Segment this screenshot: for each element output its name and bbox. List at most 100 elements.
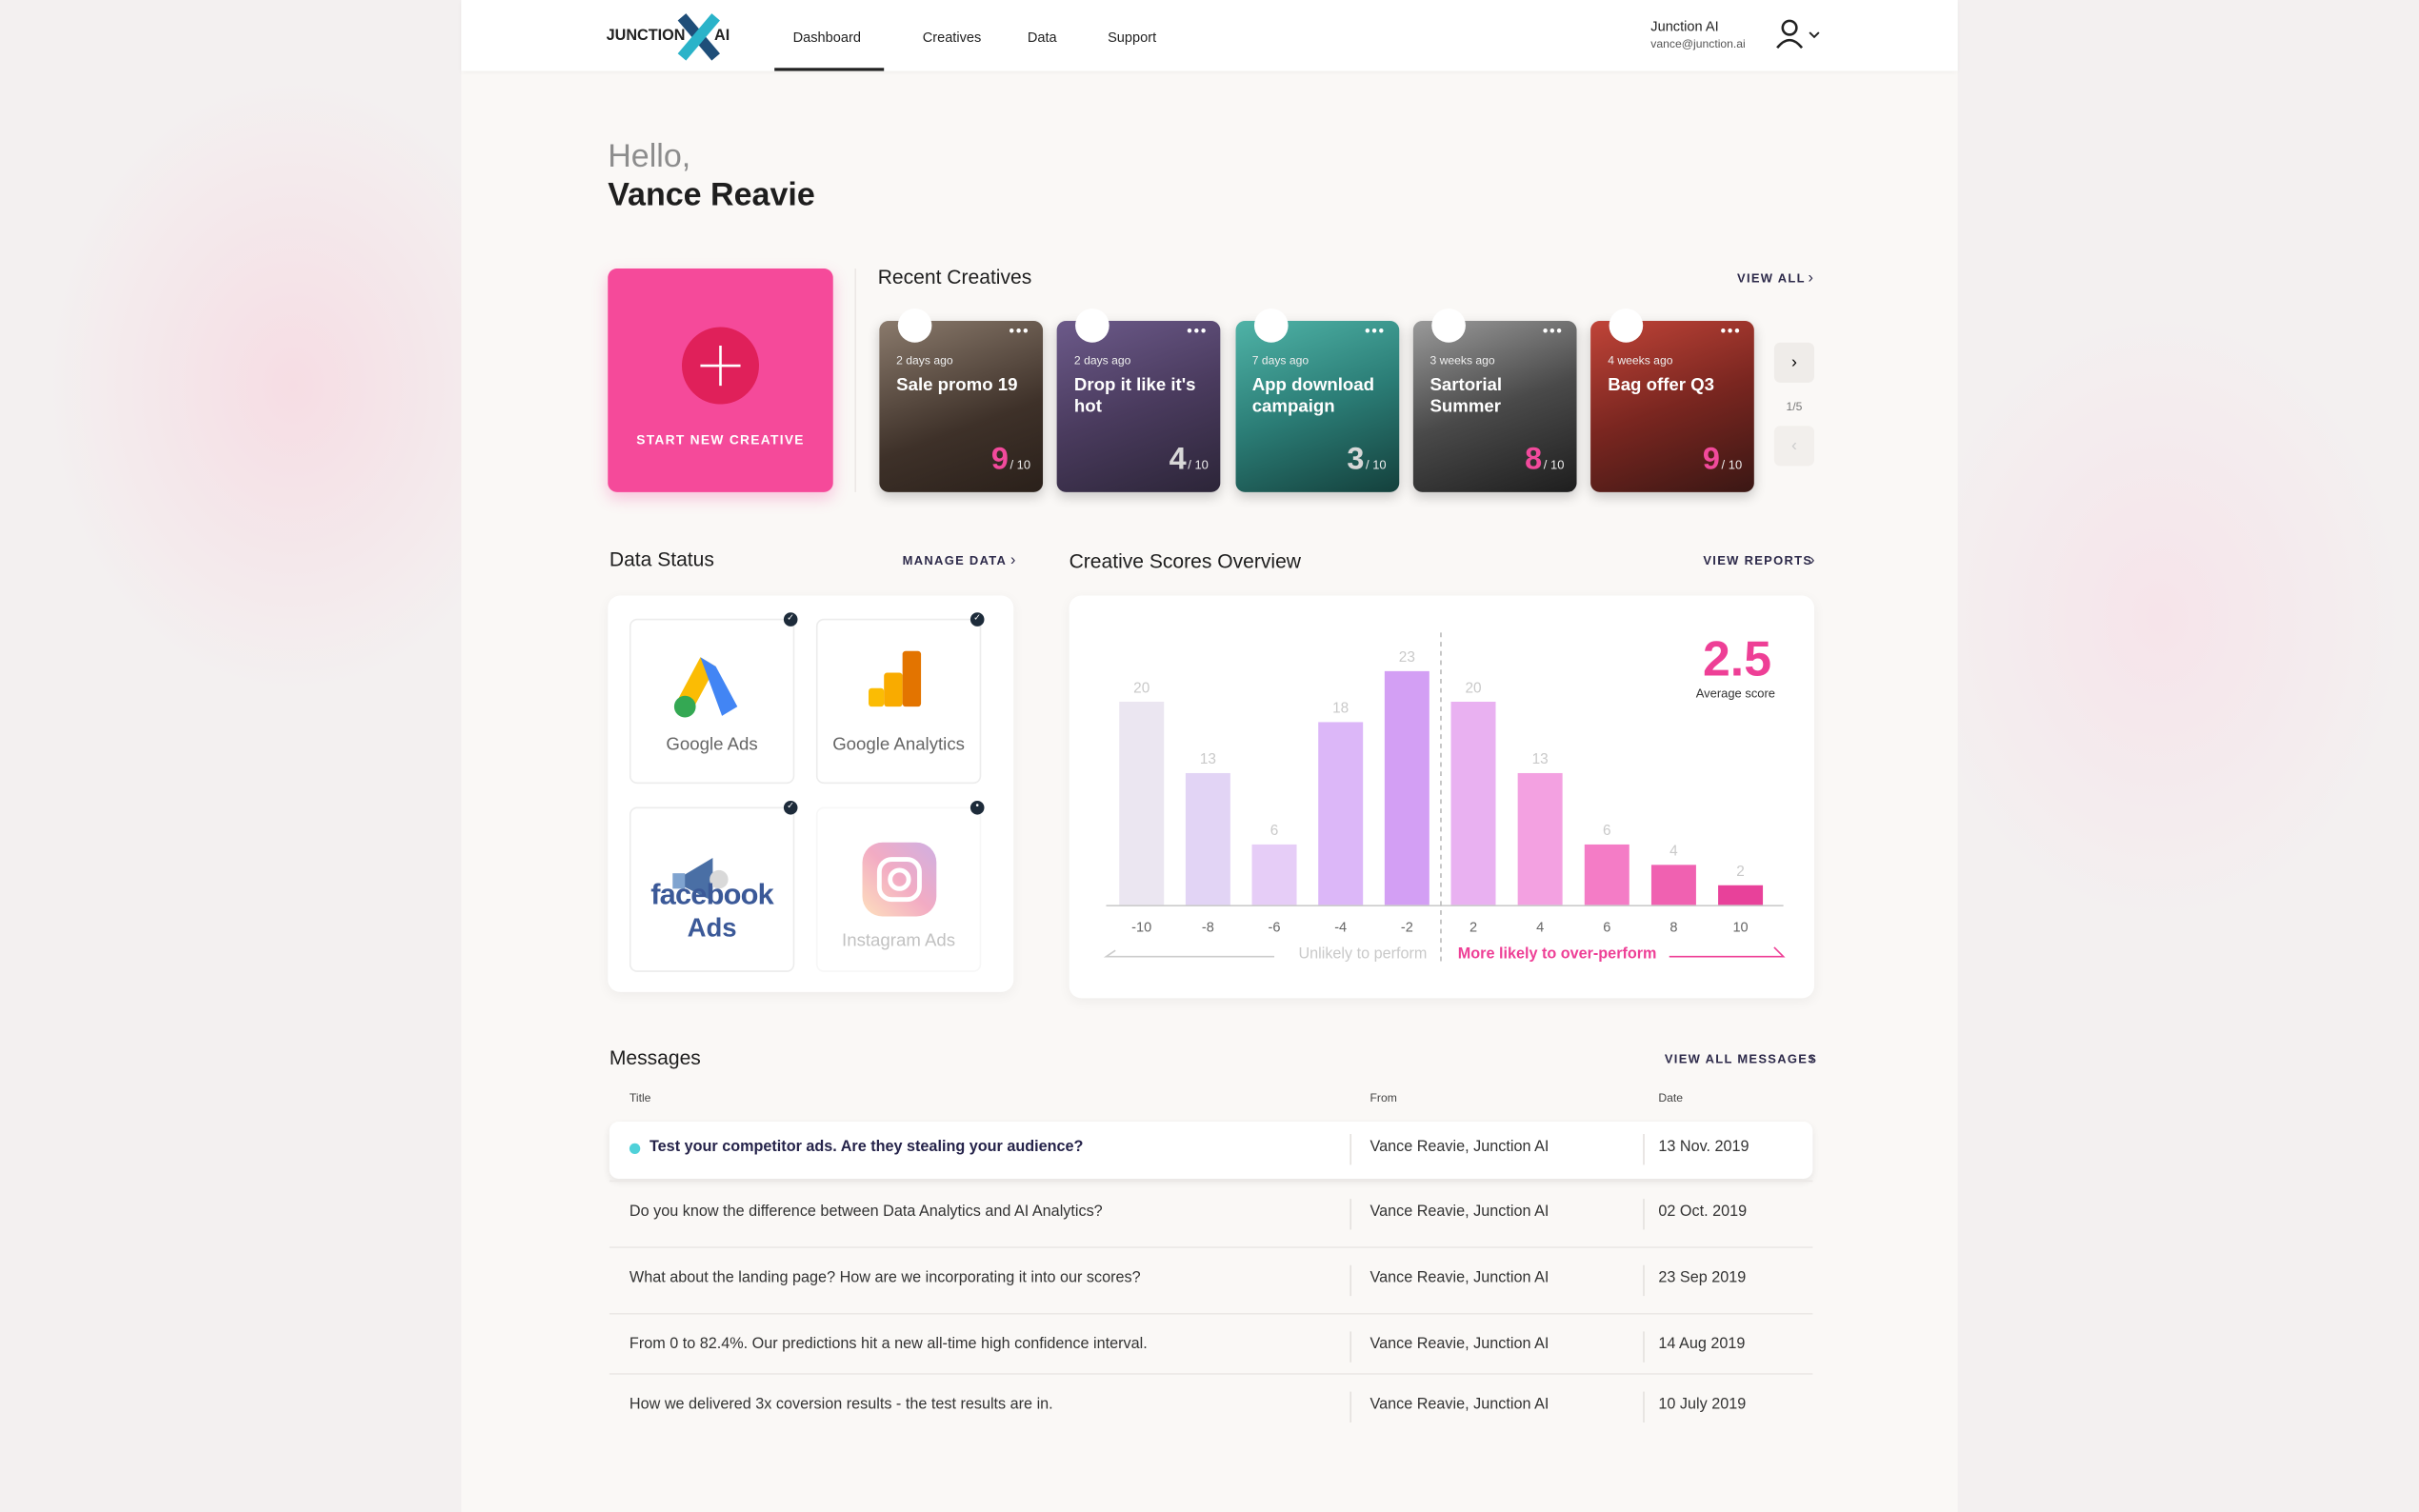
message-from: Vance Reavie, Junction AI: [1369, 1336, 1549, 1354]
card-score: 3: [1347, 443, 1365, 477]
status-badge: ✓: [783, 612, 798, 627]
arrow-left: [1103, 949, 1275, 958]
value-label: 23: [1399, 649, 1415, 666]
status-badge: •: [970, 800, 985, 815]
value-label: 20: [1133, 680, 1150, 696]
card-title: Bag offer Q3: [1608, 376, 1715, 395]
cell-divider: [1643, 1391, 1645, 1423]
message-title[interactable]: From 0 to 82.4%. Our predictions hit a n…: [629, 1336, 1148, 1354]
card-title: Drop it like it's hot: [1073, 376, 1196, 417]
section-title: Messages: [609, 1045, 701, 1069]
creative-card[interactable]: ••• 3 weeks ago Sartorial Summer 8/ 10: [1412, 308, 1577, 492]
cell-divider: [1349, 1199, 1352, 1230]
value-label: 2: [1736, 864, 1745, 880]
source-tile[interactable]: Google Analytics: [815, 618, 982, 785]
chevron: ›: [1809, 552, 1815, 569]
message-date: 14 Aug 2019: [1658, 1336, 1746, 1354]
card-score-row: 9/ 10: [1703, 443, 1742, 478]
card-menu: •••: [1542, 324, 1564, 342]
manage-data-link[interactable]: MANAGE DATA: [902, 553, 1008, 568]
card-score: 8: [1525, 443, 1543, 477]
source-name: Google Analytics: [832, 735, 965, 755]
card-score-suffix: / 10: [1188, 458, 1209, 472]
nav-link[interactable]: Dashboard: [792, 29, 861, 45]
bar: [1650, 865, 1696, 906]
nav-link[interactable]: Creatives: [922, 29, 982, 45]
card-age: 4 weeks ago: [1608, 353, 1673, 368]
cell-divider: [1643, 1331, 1645, 1363]
message-title[interactable]: Do you know the difference between Data …: [629, 1203, 1103, 1221]
source-name: Instagram Ads: [842, 931, 956, 951]
logo-text: AI: [714, 28, 730, 45]
bar: [1119, 702, 1165, 906]
status-badge: ✓: [783, 800, 798, 815]
view-all-link[interactable]: VIEW ALL: [1737, 271, 1806, 286]
nav-link[interactable]: Data: [1027, 29, 1057, 45]
new-creative-button[interactable]: START NEW CREATIVE: [608, 268, 833, 492]
message-title[interactable]: What about the landing page? How are we …: [629, 1269, 1141, 1287]
source-name: facebook: [650, 879, 773, 912]
card-title: Sartorial Summer: [1429, 376, 1503, 417]
prev-button[interactable]: ‹: [1773, 426, 1815, 467]
source-tile[interactable]: Google Ads: [629, 618, 795, 785]
status-badge: ✓: [970, 612, 985, 627]
average-value: 2.5: [1703, 631, 1771, 686]
creative-card[interactable]: ••• 2 days ago Drop it like it's hot 4/ 10: [1057, 308, 1221, 492]
x-tick-label: -4: [1334, 921, 1347, 936]
value-label: 4: [1669, 844, 1678, 860]
message-from: Vance Reavie, Junction AI: [1369, 1269, 1549, 1287]
caption-right: More likely to over-perform: [1458, 945, 1657, 962]
x-tick-label: 10: [1732, 921, 1748, 936]
message-date: 13 Nov. 2019: [1658, 1138, 1749, 1156]
nav-active: [774, 68, 885, 71]
creative-card[interactable]: ••• 2 days ago Sale promo 19 9/ 10: [879, 308, 1044, 492]
value-label: 6: [1270, 823, 1279, 839]
message-row-highlight[interactable]: [609, 1122, 1813, 1179]
bar: [1517, 772, 1563, 906]
value-label: 6: [1603, 823, 1611, 839]
card-score: 4: [1169, 443, 1187, 477]
value-label: 18: [1332, 701, 1349, 717]
source-logo: [673, 657, 738, 718]
view-reports-link[interactable]: VIEW REPORTS: [1703, 553, 1813, 568]
card-score-row: 4/ 10: [1170, 443, 1209, 478]
section-title: Data Status: [609, 547, 714, 571]
bar: [1718, 885, 1764, 906]
source-tile[interactable]: facebook Ads: [629, 806, 795, 972]
card-score: 9: [1702, 443, 1720, 477]
message-title[interactable]: How we delivered 3x coversion results - …: [629, 1396, 1053, 1414]
cell-divider: [1349, 1264, 1352, 1297]
card-icon: [1253, 308, 1288, 343]
creative-card[interactable]: ••• 4 weeks ago Bag offer Q3 9/ 10: [1590, 308, 1755, 492]
card-menu: •••: [1364, 324, 1386, 342]
chevron: ›: [1808, 269, 1813, 288]
user-menu[interactable]: [1774, 18, 1824, 52]
chart-panel: 20 -10 13 -8 6 -6 18 -4 23 -2 20 2 13 4 6 6 4 8 2 10 2.5 Aver…: [1069, 595, 1815, 999]
bar: [1251, 844, 1297, 906]
creative-card[interactable]: ••• 7 days ago App download campaign 3/ 10: [1234, 308, 1399, 492]
x-tick-label: 4: [1536, 921, 1544, 936]
view-messages-link[interactable]: VIEW ALL MESSAGES: [1664, 1052, 1818, 1066]
x-tick-label: -2: [1401, 921, 1413, 936]
section-title: Creative Scores Overview: [1069, 548, 1302, 573]
plus-icon: [681, 327, 759, 405]
source-logo: [862, 842, 937, 917]
row-separator: [609, 1373, 1813, 1375]
next-button[interactable]: ›: [1773, 342, 1815, 383]
card-icon: [1075, 308, 1110, 343]
section-title: Recent Creatives: [877, 265, 1032, 289]
bar: [1185, 772, 1230, 906]
bar: [1450, 702, 1496, 906]
nav-link[interactable]: Support: [1108, 29, 1157, 45]
card-menu: •••: [1720, 324, 1742, 342]
card-menu: •••: [1187, 324, 1209, 342]
arrow-right: [1669, 946, 1786, 958]
message-from: Vance Reavie, Junction AI: [1369, 1138, 1549, 1156]
cell-divider: [1349, 1391, 1352, 1423]
x-tick-label: 6: [1603, 921, 1610, 936]
message-title[interactable]: Test your competitor ads. Are they steal…: [649, 1138, 1084, 1156]
card-score-row: 3/ 10: [1347, 443, 1386, 478]
x-tick-label: 2: [1469, 921, 1477, 936]
source-tile[interactable]: Instagram Ads: [815, 806, 982, 972]
